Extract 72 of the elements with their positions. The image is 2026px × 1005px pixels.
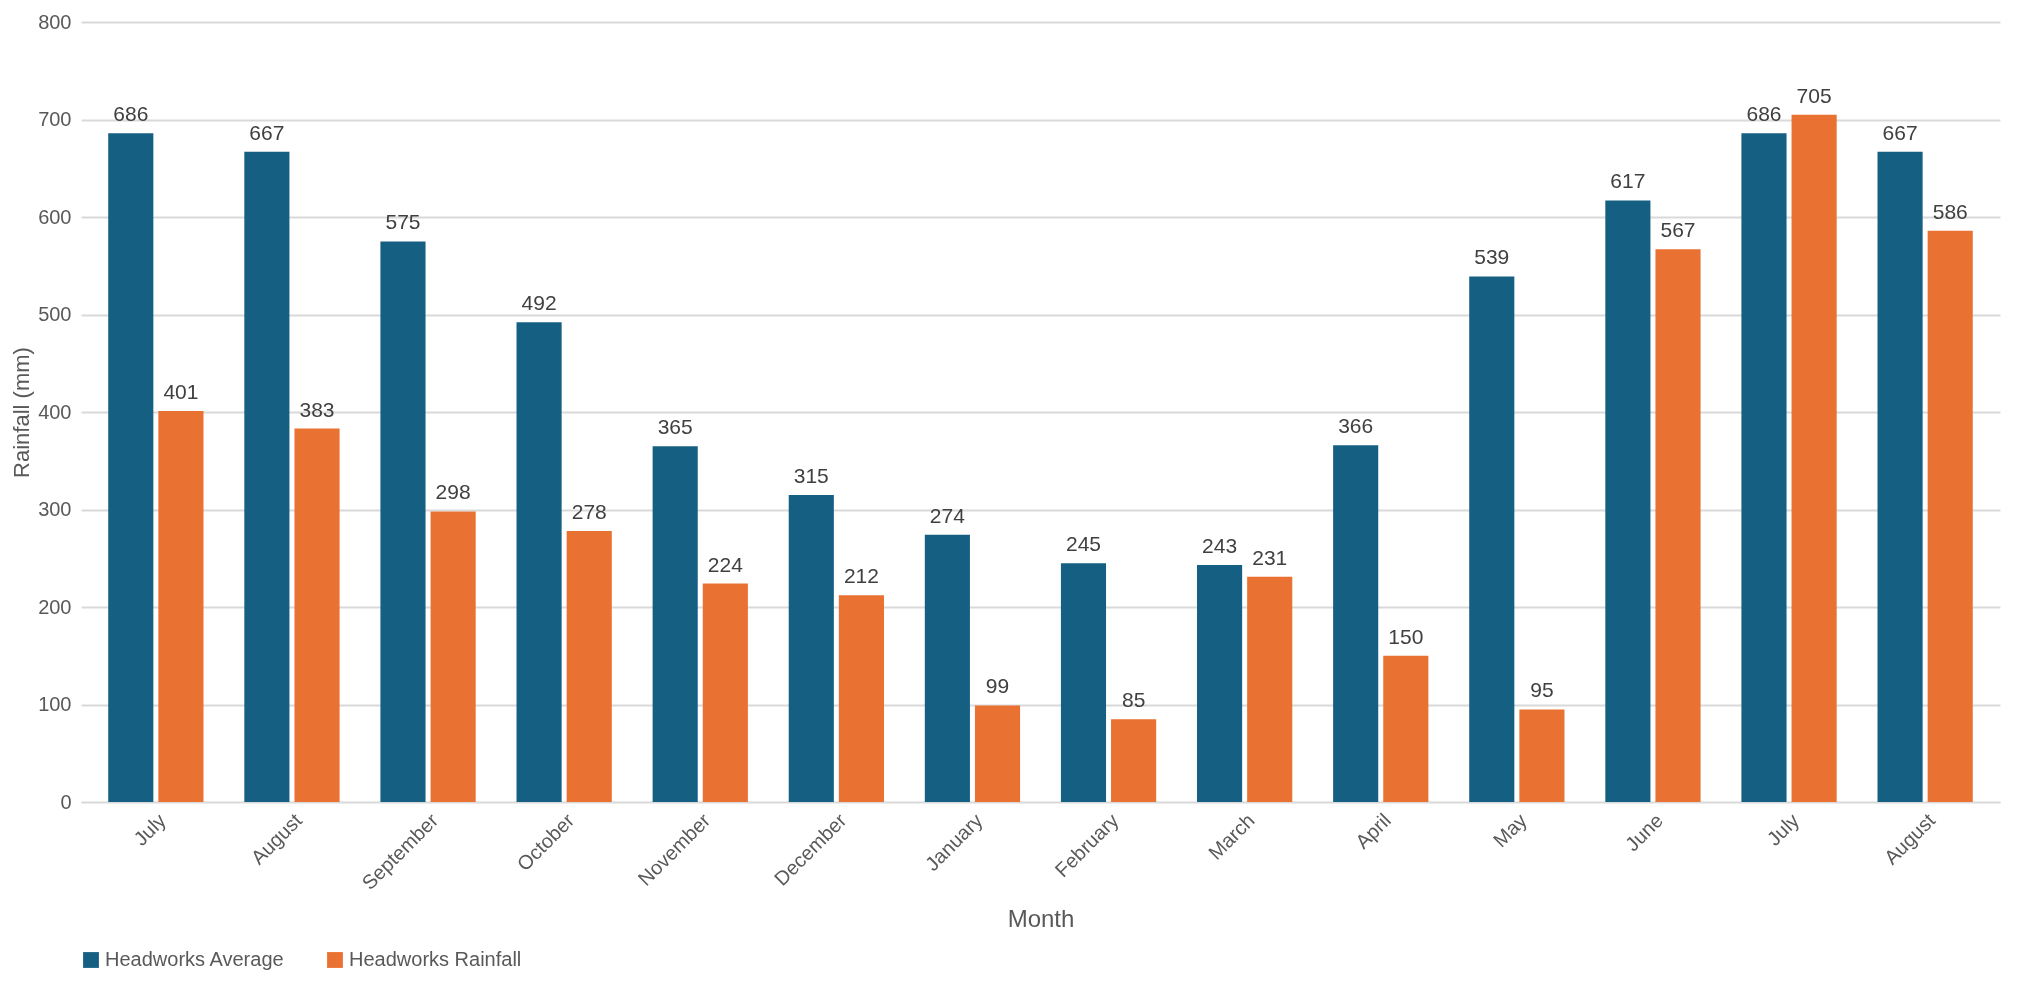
data-label: 567 bbox=[1660, 218, 1696, 242]
y-tick-label: 0 bbox=[60, 790, 72, 813]
x-tick-label: May bbox=[1488, 809, 1531, 852]
data-label: 539 bbox=[1474, 245, 1510, 269]
bar bbox=[974, 705, 1021, 802]
data-label: 85 bbox=[1121, 688, 1146, 712]
bar bbox=[1927, 230, 1973, 802]
data-label: 383 bbox=[299, 397, 335, 421]
bar bbox=[430, 511, 476, 802]
legend-label: Headworks Average bbox=[105, 948, 284, 970]
bar bbox=[566, 530, 612, 802]
bar bbox=[158, 411, 204, 802]
data-label: 575 bbox=[385, 210, 421, 234]
data-label: 150 bbox=[1388, 624, 1424, 648]
bar bbox=[1383, 655, 1429, 802]
data-label: 278 bbox=[571, 499, 607, 523]
y-tick-label: 100 bbox=[38, 693, 72, 715]
y-axis-title: Rainfall (mm) bbox=[9, 347, 35, 478]
bar bbox=[1741, 133, 1787, 802]
bar bbox=[652, 446, 698, 802]
bar bbox=[244, 151, 290, 802]
data-label: 617 bbox=[1610, 169, 1646, 193]
bar bbox=[380, 241, 426, 802]
data-label: 212 bbox=[843, 564, 879, 588]
data-label: 401 bbox=[163, 380, 199, 404]
bar bbox=[516, 322, 562, 802]
bar bbox=[924, 534, 970, 802]
bar bbox=[1111, 719, 1157, 802]
bar bbox=[838, 595, 884, 802]
bar bbox=[1791, 114, 1837, 802]
bar bbox=[294, 428, 340, 802]
data-label: 686 bbox=[113, 102, 149, 126]
data-label: 224 bbox=[707, 552, 744, 576]
bar bbox=[1469, 276, 1515, 802]
bar bbox=[1605, 200, 1651, 802]
y-tick-label: 600 bbox=[38, 205, 72, 228]
data-label: 298 bbox=[435, 480, 471, 504]
y-tick-label: 300 bbox=[38, 498, 72, 520]
bar bbox=[1060, 563, 1107, 802]
y-tick-label: 500 bbox=[38, 303, 72, 325]
x-axis-title: Month bbox=[1007, 904, 1075, 932]
bar bbox=[108, 133, 154, 802]
data-label: 366 bbox=[1338, 414, 1374, 438]
bar bbox=[1247, 576, 1293, 802]
bar bbox=[1877, 151, 1923, 802]
bar bbox=[788, 494, 834, 802]
data-label: 95 bbox=[1530, 678, 1554, 702]
data-label: 492 bbox=[521, 291, 557, 315]
data-label: 667 bbox=[1882, 120, 1918, 144]
x-tick-label: July bbox=[1762, 809, 1804, 850]
bar bbox=[1333, 445, 1379, 802]
data-label: 586 bbox=[1932, 199, 1968, 223]
y-tick-label: 200 bbox=[38, 595, 72, 618]
data-label: 315 bbox=[793, 463, 829, 487]
bar bbox=[1655, 249, 1701, 802]
y-tick-label: 700 bbox=[38, 108, 72, 130]
data-label: 667 bbox=[249, 120, 285, 144]
data-label: 686 bbox=[1746, 102, 1782, 126]
y-tick-label: 400 bbox=[38, 400, 72, 423]
data-label: 231 bbox=[1252, 545, 1288, 569]
bar bbox=[1519, 709, 1565, 802]
data-label: 99 bbox=[985, 674, 1010, 698]
data-label: 274 bbox=[929, 503, 966, 527]
data-label: 243 bbox=[1202, 534, 1238, 558]
bar bbox=[702, 583, 748, 802]
legend-label: Headworks Rainfall bbox=[349, 948, 522, 970]
x-tick-label: July bbox=[129, 809, 170, 850]
y-tick-label: 800 bbox=[38, 10, 72, 33]
bar bbox=[1197, 565, 1243, 802]
data-label: 705 bbox=[1796, 83, 1832, 107]
data-label: 365 bbox=[657, 415, 693, 439]
data-label: 245 bbox=[1065, 532, 1101, 556]
